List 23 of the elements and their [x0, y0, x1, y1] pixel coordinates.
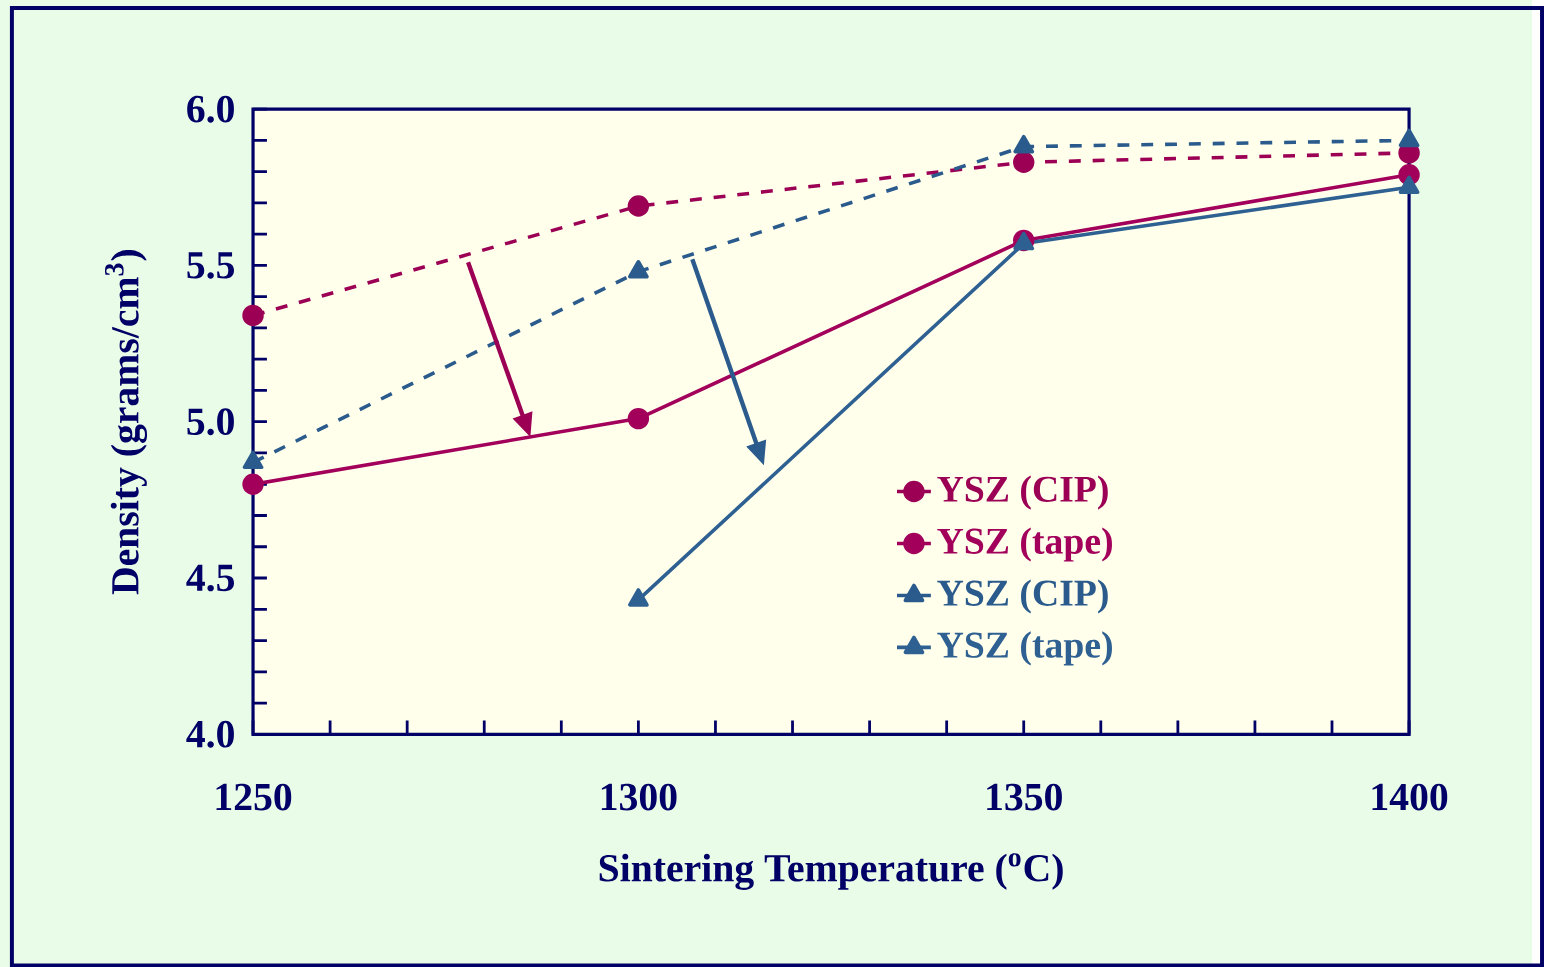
point	[627, 407, 650, 430]
x-tick-label: 1350	[987, 783, 1062, 811]
x-tick-label: 1300	[601, 783, 677, 811]
point	[242, 304, 264, 326]
x-tick-label: 1400	[1372, 783, 1448, 811]
y-tick-label: 4.5	[186, 564, 234, 592]
y-tick-label: 4.0	[186, 720, 234, 748]
legend-label: YSZ (tape)	[937, 527, 1112, 562]
y-tick-label: 6.0	[187, 95, 234, 123]
point	[1013, 151, 1035, 173]
y-axis-title: Density (grams/cm$^{3}$)	[104, 249, 148, 595]
point	[242, 473, 264, 495]
point	[627, 587, 649, 607]
legend-label: YSZ (tape)	[937, 631, 1112, 666]
point	[242, 450, 264, 469]
point	[627, 195, 650, 217]
x-tick-label: 1250	[216, 783, 292, 811]
point	[627, 259, 649, 279]
x-axis-title: Sintering Temperature ($^{o}$C)	[599, 852, 1063, 890]
y-tick-label: 5.0	[187, 408, 234, 435]
legend-label: YSZ (CIP)	[937, 475, 1108, 510]
y-tick-label: 5.5	[187, 251, 234, 279]
legend-label: YSZ (CIP)	[937, 579, 1108, 614]
